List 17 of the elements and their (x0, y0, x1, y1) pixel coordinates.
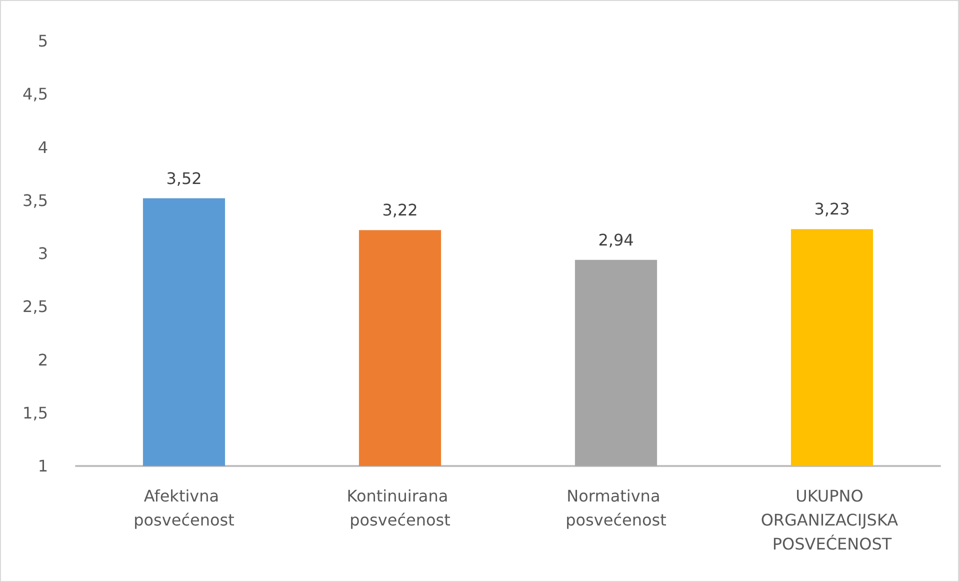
data-label: 3,23 (814, 200, 850, 219)
y-tick-label: 1 (38, 456, 48, 476)
data-label: 3,22 (382, 200, 418, 220)
data-label: 3,52 (166, 168, 202, 188)
y-tick-label: 4 (38, 138, 48, 157)
x-tick-label: Afektivna posvećenost (134, 486, 234, 530)
x-tick-label: UKUPNO ORGANIZACIJSKA POSVEĆENOST (760, 486, 904, 554)
y-tick-label: 2,5 (22, 297, 48, 316)
y-tick-label: 2 (38, 350, 48, 370)
y-tick-label: 5 (38, 32, 48, 50)
y-tick-label: 3,5 (22, 190, 48, 210)
x-tick-label: Normativna posvećenost (566, 486, 666, 530)
x-tick-label: Kontinuirana posvećenost (346, 486, 454, 530)
y-tick-label: 3 (38, 244, 48, 263)
data-label: 2,94 (598, 230, 634, 250)
y-tick-label: 4,5 (22, 84, 48, 104)
y-tick-label: 1,5 (22, 403, 48, 422)
